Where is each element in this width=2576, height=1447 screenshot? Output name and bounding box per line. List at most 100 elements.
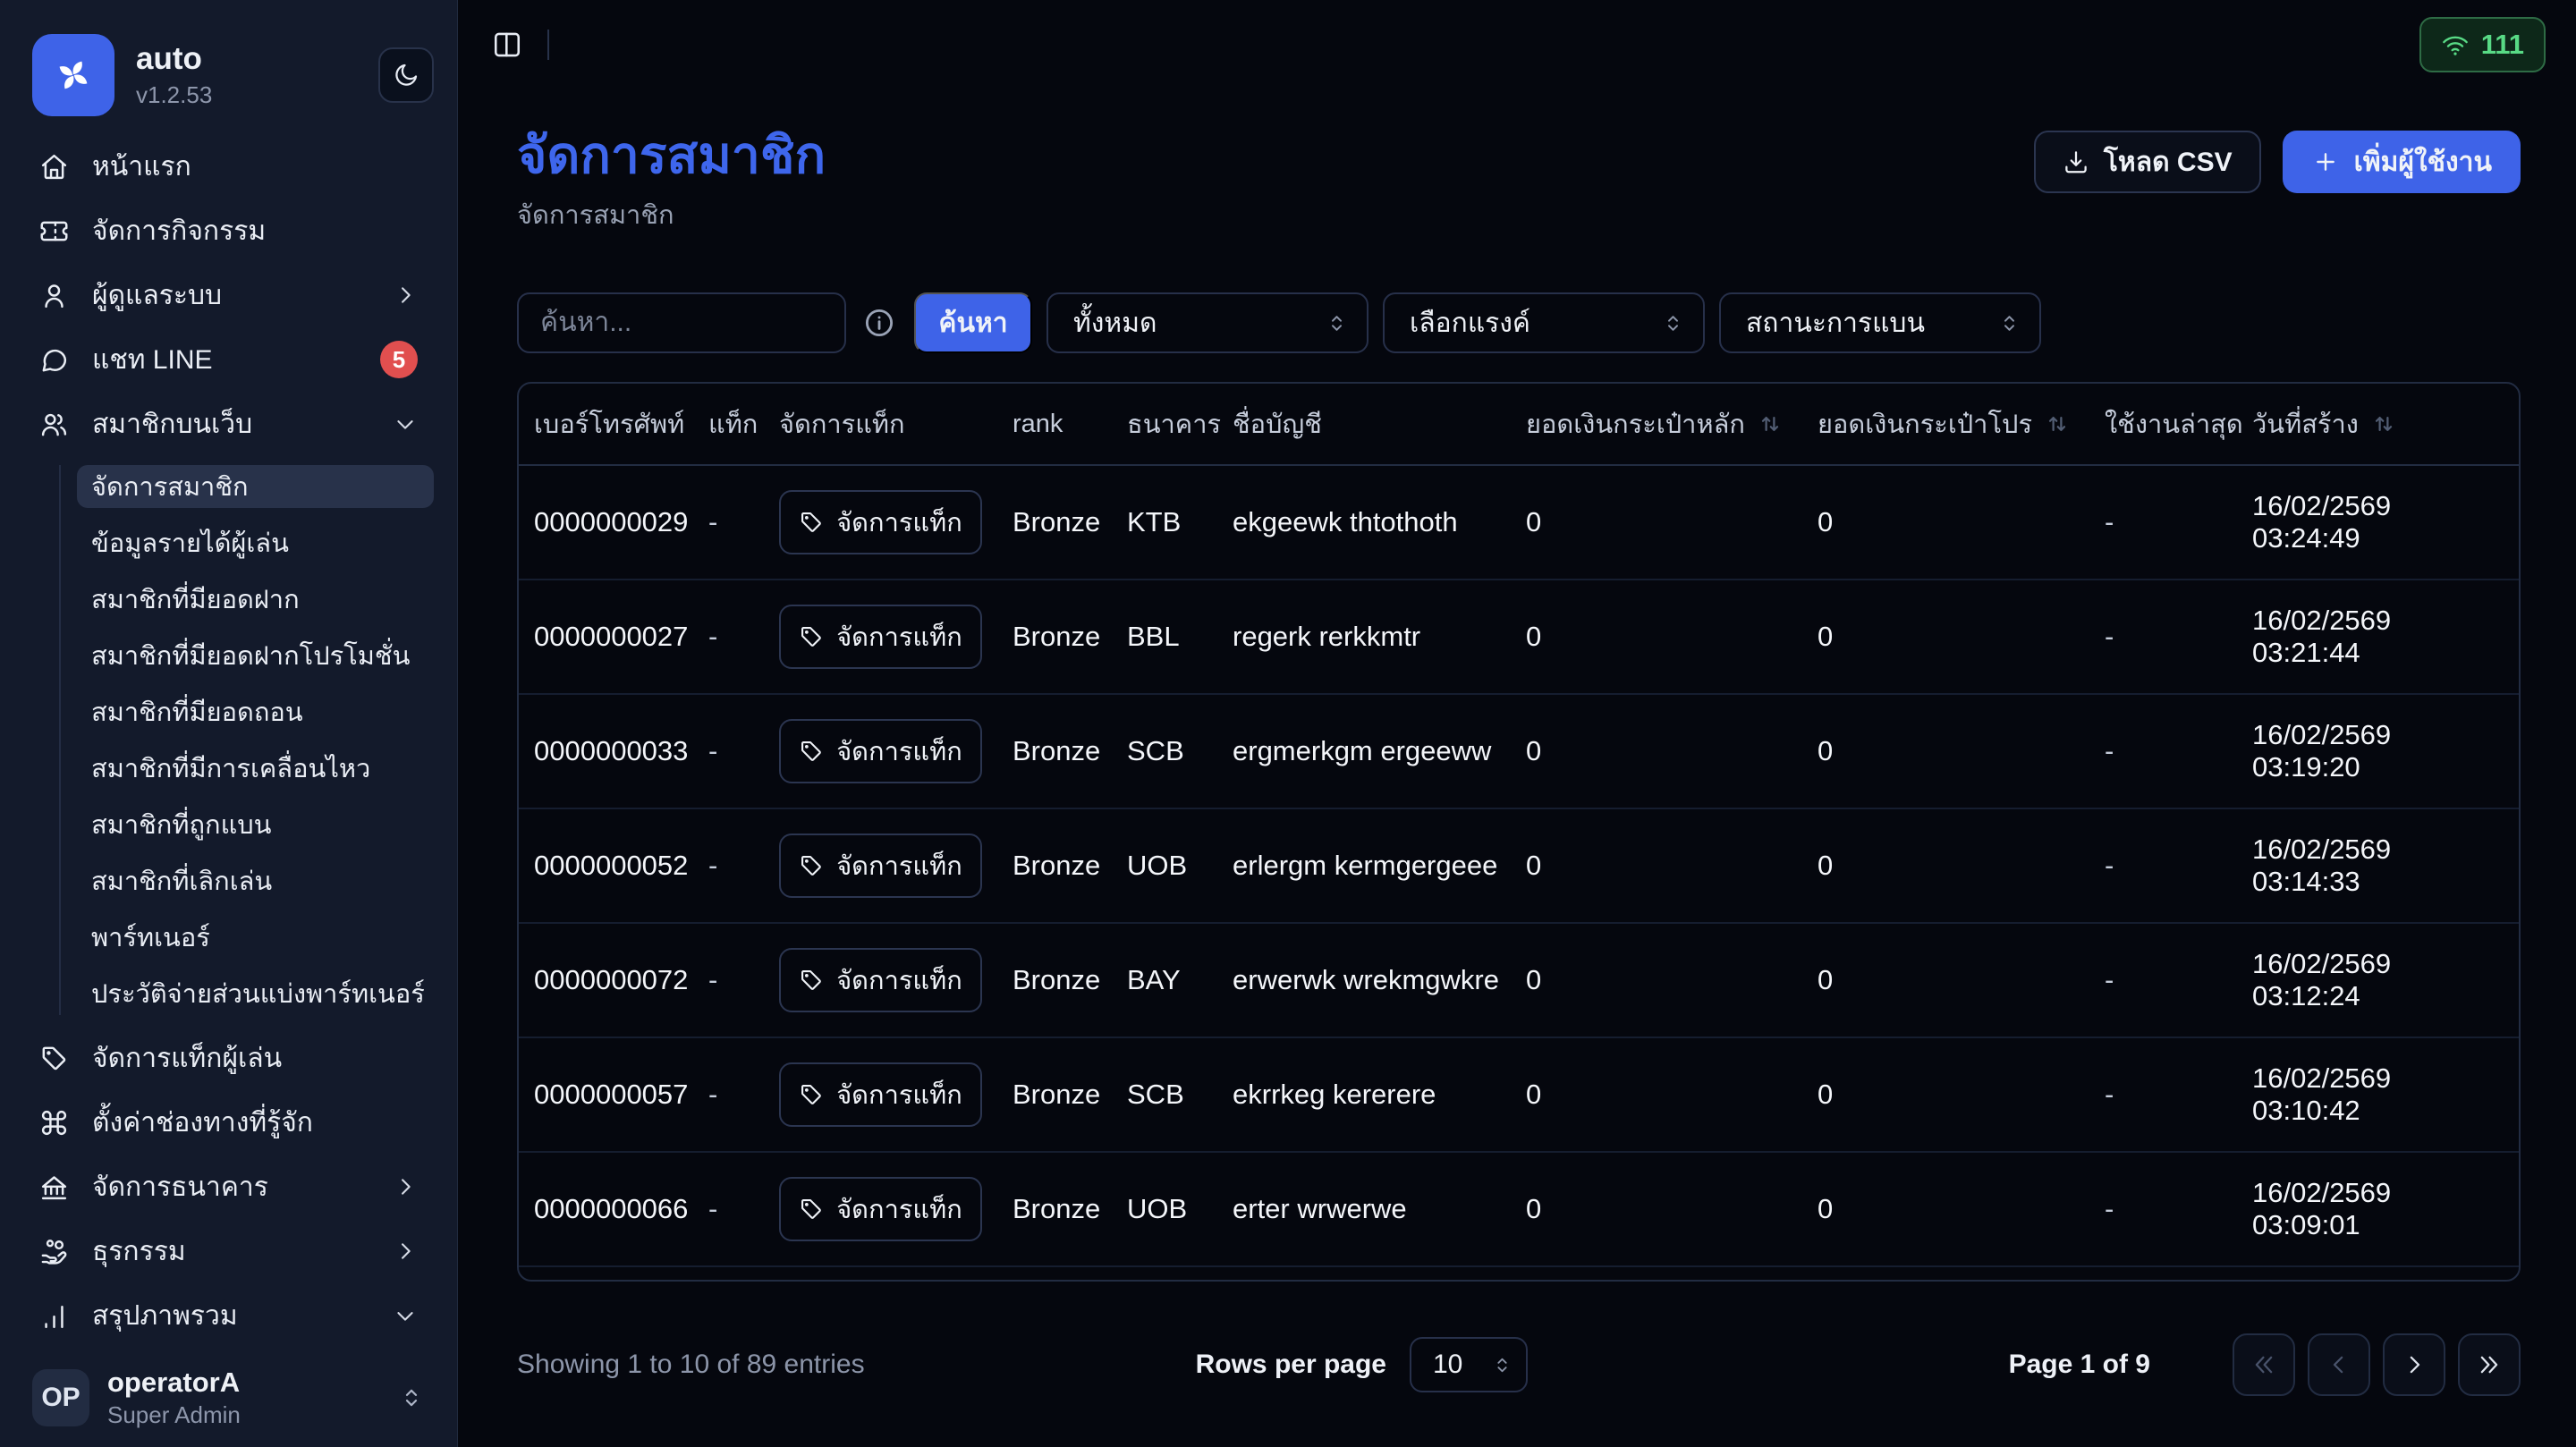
- manage-tag-button[interactable]: จัดการแท็ก: [779, 490, 982, 555]
- manage-tag-button[interactable]: จัดการแท็ก: [779, 1062, 982, 1128]
- wallet-promo-cell: 0: [1818, 621, 1834, 653]
- col-created[interactable]: วันที่สร้าง: [2252, 403, 2504, 444]
- topbar: 111: [458, 0, 2576, 89]
- sidebar-item-player-tags[interactable]: จัดการแท็กผู้เล่น: [23, 1035, 434, 1081]
- chevron-right-icon: [393, 1174, 418, 1199]
- wallet-promo-cell: 0: [1818, 1079, 1834, 1111]
- tag-icon: [799, 1082, 824, 1107]
- table-header-row: เบอร์โทรศัพท์ แท็ก จัดการแท็ก rank ธนาคา…: [519, 384, 2519, 467]
- ticket-icon: [39, 216, 69, 246]
- app-name: auto: [136, 41, 202, 77]
- manage-tag-button[interactable]: จัดการแท็ก: [779, 948, 982, 1013]
- phone-cell: 0000000052: [534, 850, 689, 882]
- submenu-item-members-promo-deposit[interactable]: สมาชิกที่มียอดฝากโปรโมชั่น: [91, 642, 411, 671]
- col-wallet-main[interactable]: ยอดเงินกระเป๋าหลัก: [1526, 403, 1818, 444]
- last-active-cell: -: [2105, 850, 2114, 882]
- next-page-button[interactable]: [2383, 1333, 2445, 1397]
- chevrons-up-down-icon: [1491, 1354, 1513, 1376]
- manage-tag-button[interactable]: จัดการแท็ก: [779, 605, 982, 670]
- filter-bar: ค้นหา ทั้งหมด เลือกแรงค์ สถานะการแบน: [517, 292, 2521, 354]
- submenu-item-members-banned[interactable]: สมาชิกที่ถูกแบน: [91, 811, 272, 840]
- wallet-main-cell: 0: [1526, 850, 1542, 882]
- hand-coins-icon: [39, 1237, 69, 1266]
- line-chat-badge: 5: [380, 341, 418, 378]
- rank-cell: Bronze: [1013, 964, 1101, 996]
- bank-icon: [39, 1172, 69, 1202]
- col-manage-tag: จัดการแท็ก: [779, 410, 905, 440]
- col-wallet-promo[interactable]: ยอดเงินกระเป๋าโปร: [1818, 403, 2105, 444]
- sidebar: auto v1.2.53 หน้าแรก จัดการกิจกรรม ผู้ดู…: [0, 0, 458, 1447]
- last-active-cell: -: [2105, 1193, 2114, 1225]
- info-icon[interactable]: [862, 306, 896, 340]
- sidebar-item-activities[interactable]: จัดการกิจกรรม: [23, 207, 434, 254]
- dark-mode-toggle[interactable]: [378, 47, 434, 103]
- sidebar-item-overview[interactable]: สรุปภาพรวม: [23, 1292, 434, 1339]
- user-name: operatorA: [107, 1367, 241, 1399]
- sidebar-nav: หน้าแรก จัดการกิจกรรม ผู้ดูแลระบบ แชท LI…: [23, 143, 434, 1339]
- created-cell: 16/02/2569 03:12:24: [2252, 948, 2392, 1012]
- sidebar-toggle-button[interactable]: [492, 30, 522, 60]
- sidebar-item-line-chat[interactable]: แชท LINE 5: [23, 336, 434, 383]
- sidebar-item-admins[interactable]: ผู้ดูแลระบบ: [23, 272, 434, 318]
- last-page-button[interactable]: [2458, 1333, 2521, 1397]
- tag-cell: -: [708, 735, 718, 767]
- users-icon: [39, 410, 69, 439]
- chevrons-right-icon: [2476, 1351, 2503, 1378]
- submenu-item-members-deposit[interactable]: สมาชิกที่มียอดฝาก: [91, 586, 300, 614]
- chevron-down-icon: [393, 411, 418, 436]
- manage-tag-button[interactable]: จัดการแท็ก: [779, 834, 982, 899]
- chevrons-left-icon: [2250, 1351, 2277, 1378]
- load-csv-button[interactable]: โหลด CSV: [2033, 131, 2261, 193]
- created-cell: 16/02/2569 03:24:49: [2252, 490, 2392, 554]
- sidebar-item-transactions[interactable]: ธุรกรรม: [23, 1228, 434, 1274]
- tag-icon: [799, 510, 824, 535]
- table-row: 0000000057 - จัดการแท็ก Bronze SCB ekrrk…: [519, 1038, 2519, 1154]
- sidebar-item-banks[interactable]: จัดการธนาคาร: [23, 1164, 434, 1210]
- phone-cell: 0000000033: [534, 735, 689, 767]
- table-row: 0000000052 - จัดการแท็ก Bronze UOB erler…: [519, 809, 2519, 925]
- col-tag: แท็ก: [708, 410, 758, 440]
- filter-select-all[interactable]: ทั้งหมด: [1046, 292, 1368, 354]
- search-input[interactable]: [517, 292, 846, 354]
- first-page-button[interactable]: [2233, 1333, 2295, 1397]
- created-cell: 16/02/2569 03:19:20: [2252, 719, 2392, 783]
- app-logo: [32, 34, 114, 116]
- table-row: 0000000033 - จัดการแท็ก Bronze SCB ergme…: [519, 695, 2519, 810]
- bank-cell: UOB: [1127, 1193, 1188, 1225]
- tag-cell: -: [708, 1079, 718, 1111]
- manage-tag-button[interactable]: จัดการแท็ก: [779, 1177, 982, 1242]
- user-menu[interactable]: OP operatorA Super Admin: [23, 1359, 434, 1436]
- filter-select-ban-status[interactable]: สถานะการแบน: [1719, 292, 2041, 354]
- table-row: 0000000027 - จัดการแท็ก Bronze BBL reger…: [519, 580, 2519, 696]
- phone-cell: 0000000066: [534, 1193, 689, 1225]
- sidebar-item-web-members[interactable]: สมาชิกบนเว็บ: [23, 401, 434, 447]
- previous-page-button[interactable]: [2308, 1333, 2370, 1397]
- submenu-item-manage-members[interactable]: จัดการสมาชิก: [77, 465, 434, 508]
- add-user-button[interactable]: เพิ่มผู้ใช้งาน: [2282, 131, 2521, 193]
- phone-cell: 0000000027: [534, 621, 689, 653]
- filter-select-rank[interactable]: เลือกแรงค์: [1383, 292, 1705, 354]
- submenu-item-members-quit[interactable]: สมาชิกที่เลิกเล่น: [91, 867, 273, 896]
- user-icon: [39, 281, 69, 310]
- search-button[interactable]: ค้นหา: [914, 292, 1032, 354]
- phone-cell: 0000000072: [534, 964, 689, 996]
- sidebar-item-known-channels[interactable]: ตั้งค่าช่องทางที่รู้จัก: [23, 1099, 434, 1146]
- col-rank: rank: [1013, 409, 1063, 438]
- submenu-item-members-withdraw[interactable]: สมาชิกที่มียอดถอน: [91, 698, 303, 727]
- last-active-cell: -: [2105, 506, 2114, 538]
- main-area: 111 จัดการสมาชิก จัดการสมาชิก โหลด CSV เ…: [458, 0, 2576, 1447]
- rows-per-page-select[interactable]: 10: [1409, 1337, 1528, 1393]
- last-active-cell: -: [2105, 621, 2114, 653]
- col-account: ชื่อบัญชี: [1233, 410, 1322, 440]
- manage-tag-button[interactable]: จัดการแท็ก: [779, 719, 982, 784]
- col-bank: ธนาคาร: [1127, 410, 1222, 440]
- submenu-item-partners[interactable]: พาร์ทเนอร์: [91, 924, 210, 952]
- submenu-item-partner-share-history[interactable]: ประวัติจ่ายส่วนแบ่งพาร์ทเนอร์: [91, 980, 425, 1009]
- rank-cell: Bronze: [1013, 1079, 1101, 1111]
- tag-icon: [799, 853, 824, 878]
- wallet-promo-cell: 0: [1818, 1193, 1834, 1225]
- sidebar-item-home[interactable]: หน้าแรก: [23, 143, 434, 190]
- submenu-item-members-active[interactable]: สมาชิกที่มีการเคลื่อนไหว: [91, 755, 371, 783]
- tag-cell: -: [708, 621, 718, 653]
- submenu-item-player-income[interactable]: ข้อมูลรายได้ผู้เล่น: [91, 529, 289, 558]
